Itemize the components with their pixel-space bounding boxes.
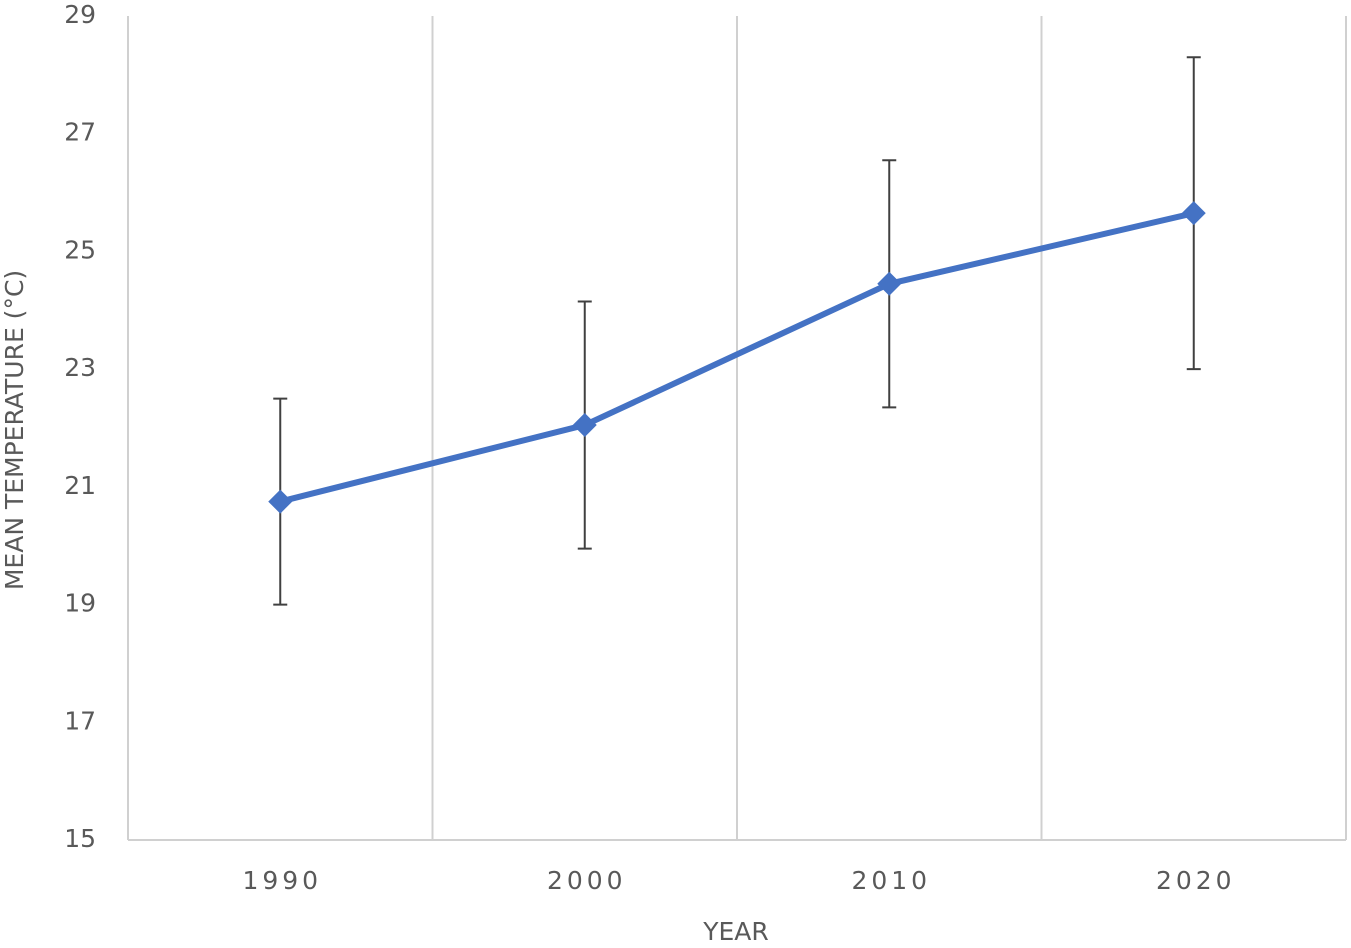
y-tick-label: 29 xyxy=(64,0,96,29)
y-tick-label: 21 xyxy=(64,471,96,500)
y-tick-label: 19 xyxy=(64,589,96,618)
y-tick-label: 15 xyxy=(64,824,96,853)
y-tick-label: 25 xyxy=(64,235,96,264)
y-axis-title: MEAN TEMPERATURE (°C) xyxy=(0,270,29,590)
marker xyxy=(572,413,597,438)
marker xyxy=(877,271,902,296)
x-tick-label: 2010 xyxy=(851,866,931,895)
x-tick-label: 2020 xyxy=(1156,866,1236,895)
y-tick-label: 27 xyxy=(64,118,96,147)
data-line xyxy=(279,210,1195,505)
y-tick-label: 23 xyxy=(64,353,96,382)
marker xyxy=(268,489,293,514)
x-axis-title: YEAR xyxy=(702,917,769,946)
y-tick-label: 17 xyxy=(64,706,96,735)
x-tick-label: 1990 xyxy=(242,866,322,895)
x-tick-label: 2000 xyxy=(547,866,627,895)
marker xyxy=(1181,201,1206,226)
